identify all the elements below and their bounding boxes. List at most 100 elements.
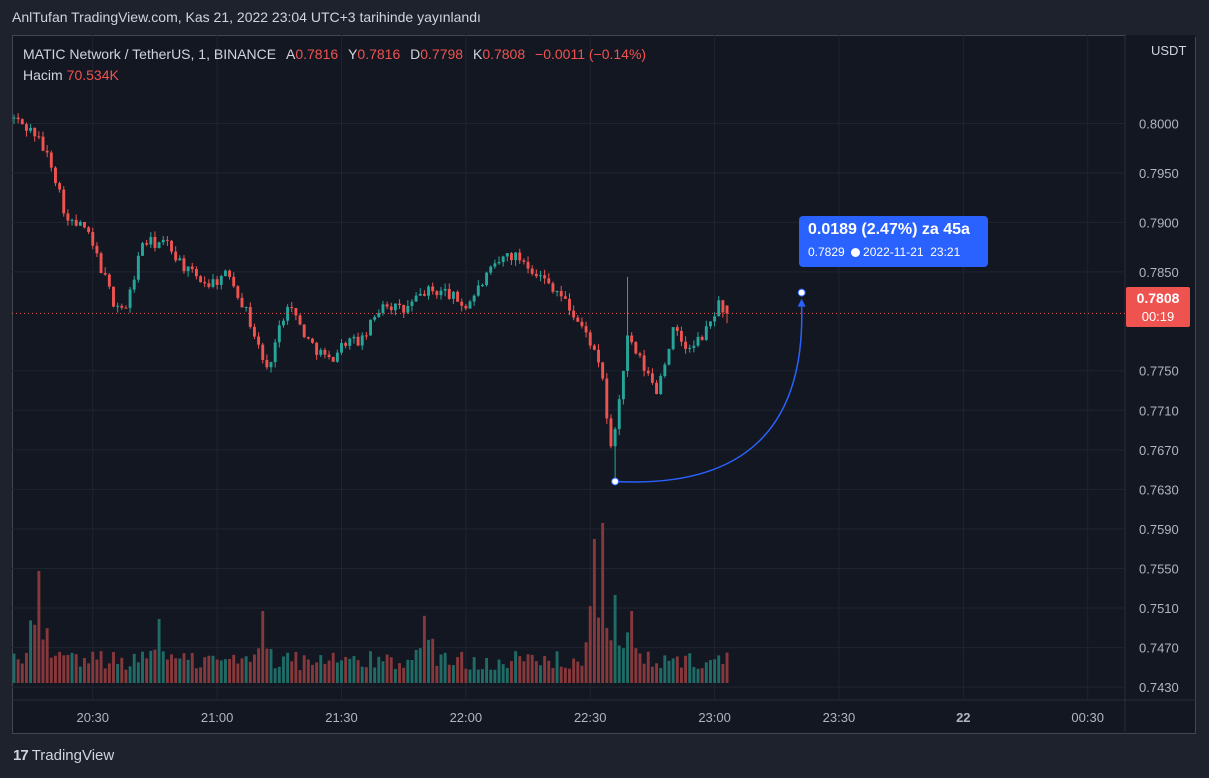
candle-body[interactable] bbox=[456, 291, 460, 302]
candle-body[interactable] bbox=[157, 242, 161, 248]
candle-body[interactable] bbox=[435, 291, 439, 296]
candle-body[interactable] bbox=[174, 251, 178, 261]
candle-body[interactable] bbox=[244, 306, 248, 308]
candle-body[interactable] bbox=[128, 289, 132, 308]
candle-body[interactable] bbox=[717, 300, 721, 317]
candle-body[interactable] bbox=[431, 286, 435, 292]
candle-body[interactable] bbox=[385, 304, 389, 307]
candle-body[interactable] bbox=[650, 373, 654, 383]
candle-body[interactable] bbox=[713, 316, 717, 322]
candle-body[interactable] bbox=[547, 278, 551, 284]
candle-body[interactable] bbox=[116, 305, 120, 307]
candle-body[interactable] bbox=[103, 273, 107, 275]
candle-body[interactable] bbox=[294, 308, 298, 316]
candle-body[interactable] bbox=[485, 272, 489, 286]
candle-body[interactable] bbox=[480, 285, 484, 287]
candle-body[interactable] bbox=[642, 355, 646, 371]
candle-body[interactable] bbox=[630, 335, 634, 343]
candle-body[interactable] bbox=[186, 266, 190, 272]
candle-body[interactable] bbox=[360, 335, 364, 346]
candle-body[interactable] bbox=[605, 378, 609, 419]
candle-body[interactable] bbox=[543, 275, 547, 279]
candle-body[interactable] bbox=[178, 258, 182, 261]
candle-body[interactable] bbox=[422, 293, 426, 296]
candle-body[interactable] bbox=[700, 336, 704, 340]
candle-body[interactable] bbox=[91, 232, 95, 246]
candle-body[interactable] bbox=[87, 227, 91, 233]
candle-body[interactable] bbox=[240, 297, 244, 308]
candle-body[interactable] bbox=[323, 349, 327, 355]
candle-body[interactable] bbox=[530, 268, 534, 274]
candle-body[interactable] bbox=[655, 382, 659, 394]
candle-body[interactable] bbox=[510, 253, 513, 261]
candle-body[interactable] bbox=[141, 243, 144, 256]
candle-body[interactable] bbox=[414, 295, 418, 302]
candle-body[interactable] bbox=[49, 152, 53, 168]
candle-body[interactable] bbox=[688, 347, 692, 349]
candle-body[interactable] bbox=[369, 319, 372, 336]
candle-body[interactable] bbox=[24, 124, 28, 131]
candle-body[interactable] bbox=[277, 325, 281, 343]
candle-body[interactable] bbox=[211, 279, 215, 287]
candle-body[interactable] bbox=[580, 321, 584, 327]
candle-body[interactable] bbox=[352, 336, 356, 339]
candle-body[interactable] bbox=[132, 279, 136, 290]
candle-body[interactable] bbox=[427, 286, 431, 296]
candle-body[interactable] bbox=[568, 298, 571, 311]
candle-body[interactable] bbox=[389, 306, 393, 311]
candle-body[interactable] bbox=[588, 332, 592, 346]
candle-body[interactable] bbox=[315, 342, 319, 355]
candle-body[interactable] bbox=[406, 305, 410, 313]
candle-body[interactable] bbox=[373, 316, 377, 320]
candle-body[interactable] bbox=[228, 270, 232, 277]
candle-body[interactable] bbox=[78, 221, 82, 226]
candle-body[interactable] bbox=[493, 263, 497, 267]
candle-body[interactable] bbox=[203, 282, 207, 284]
candle-body[interactable] bbox=[601, 362, 605, 379]
candle-body[interactable] bbox=[112, 286, 115, 307]
candle-body[interactable] bbox=[381, 304, 385, 314]
candle-body[interactable] bbox=[33, 127, 37, 137]
candle-body[interactable] bbox=[327, 354, 331, 357]
candle-body[interactable] bbox=[290, 306, 294, 309]
candle-body[interactable] bbox=[161, 239, 165, 243]
candle-body[interactable] bbox=[41, 136, 45, 151]
candle-body[interactable] bbox=[555, 290, 559, 292]
candle-body[interactable] bbox=[306, 337, 310, 339]
candle-body[interactable] bbox=[145, 243, 149, 245]
candle-body[interactable] bbox=[505, 253, 509, 257]
candle-body[interactable] bbox=[54, 167, 57, 184]
candle-body[interactable] bbox=[725, 305, 729, 314]
candle-body[interactable] bbox=[153, 237, 157, 248]
candle-body[interactable] bbox=[534, 273, 538, 277]
candle-body[interactable] bbox=[66, 213, 70, 221]
candle-body[interactable] bbox=[696, 336, 700, 346]
candle-body[interactable] bbox=[165, 239, 169, 241]
symbol-name[interactable]: MATIC Network / TetherUS, 1, BINANCE bbox=[23, 46, 277, 62]
candle-body[interactable] bbox=[219, 276, 223, 285]
candle-body[interactable] bbox=[311, 338, 314, 343]
measure-arc[interactable] bbox=[615, 306, 803, 483]
candle-body[interactable] bbox=[638, 353, 642, 356]
candle-body[interactable] bbox=[721, 300, 725, 313]
candle-body[interactable] bbox=[451, 291, 455, 299]
candle-body[interactable] bbox=[319, 349, 323, 355]
candle-body[interactable] bbox=[170, 240, 173, 252]
candle-body[interactable] bbox=[667, 349, 671, 365]
candle-body[interactable] bbox=[439, 290, 443, 296]
candle-body[interactable] bbox=[663, 364, 667, 377]
candle-body[interactable] bbox=[704, 326, 708, 340]
candle-body[interactable] bbox=[472, 295, 476, 302]
candle-body[interactable] bbox=[576, 317, 580, 322]
candle-body[interactable] bbox=[302, 324, 306, 338]
candle-body[interactable] bbox=[16, 117, 20, 120]
candle-body[interactable] bbox=[344, 343, 348, 346]
tradingview-logo[interactable]: 17 TradingView bbox=[13, 747, 114, 764]
candle-body[interactable] bbox=[282, 320, 285, 326]
candle-body[interactable] bbox=[418, 293, 422, 296]
candle-body[interactable] bbox=[460, 301, 464, 306]
candle-body[interactable] bbox=[626, 335, 629, 371]
candle-body[interactable] bbox=[45, 150, 49, 153]
candle-body[interactable] bbox=[613, 429, 617, 447]
candle-body[interactable] bbox=[331, 356, 335, 362]
